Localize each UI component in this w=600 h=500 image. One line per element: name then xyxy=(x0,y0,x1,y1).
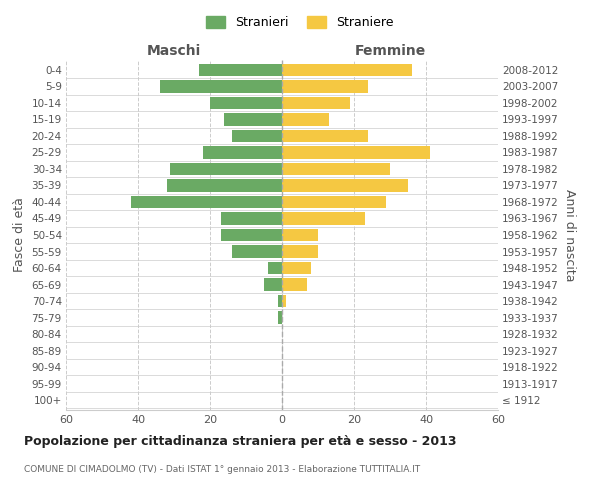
Y-axis label: Fasce di età: Fasce di età xyxy=(13,198,26,272)
Bar xyxy=(160,80,282,92)
Text: Popolazione per cittadinanza straniera per età e sesso - 2013: Popolazione per cittadinanza straniera p… xyxy=(24,435,457,448)
Bar xyxy=(278,312,282,324)
Y-axis label: Anni di nascita: Anni di nascita xyxy=(563,188,575,281)
Bar xyxy=(264,278,282,290)
Bar xyxy=(232,130,282,142)
Bar xyxy=(282,262,311,274)
Bar xyxy=(170,163,282,175)
Bar xyxy=(282,295,286,307)
Bar xyxy=(282,278,307,290)
Bar xyxy=(199,64,282,76)
Bar xyxy=(232,246,282,258)
Bar xyxy=(282,64,412,76)
Text: COMUNE DI CIMADOLMO (TV) - Dati ISTAT 1° gennaio 2013 - Elaborazione TUTTITALIA.: COMUNE DI CIMADOLMO (TV) - Dati ISTAT 1°… xyxy=(24,465,420,474)
Bar xyxy=(221,229,282,241)
Bar xyxy=(221,212,282,224)
Bar xyxy=(282,96,350,109)
Bar xyxy=(282,146,430,158)
Bar xyxy=(282,196,386,208)
Bar xyxy=(268,262,282,274)
Text: Femmine: Femmine xyxy=(355,44,425,59)
Bar xyxy=(167,180,282,192)
Bar xyxy=(282,180,408,192)
Bar xyxy=(282,163,390,175)
Text: Maschi: Maschi xyxy=(147,44,201,59)
Bar xyxy=(282,80,368,92)
Legend: Stranieri, Straniere: Stranieri, Straniere xyxy=(202,11,398,34)
Bar xyxy=(278,295,282,307)
Bar xyxy=(224,113,282,126)
Bar xyxy=(131,196,282,208)
Bar xyxy=(210,96,282,109)
Bar xyxy=(282,229,318,241)
Bar xyxy=(282,246,318,258)
Bar xyxy=(282,212,365,224)
Bar xyxy=(282,113,329,126)
Bar xyxy=(203,146,282,158)
Bar xyxy=(282,130,368,142)
